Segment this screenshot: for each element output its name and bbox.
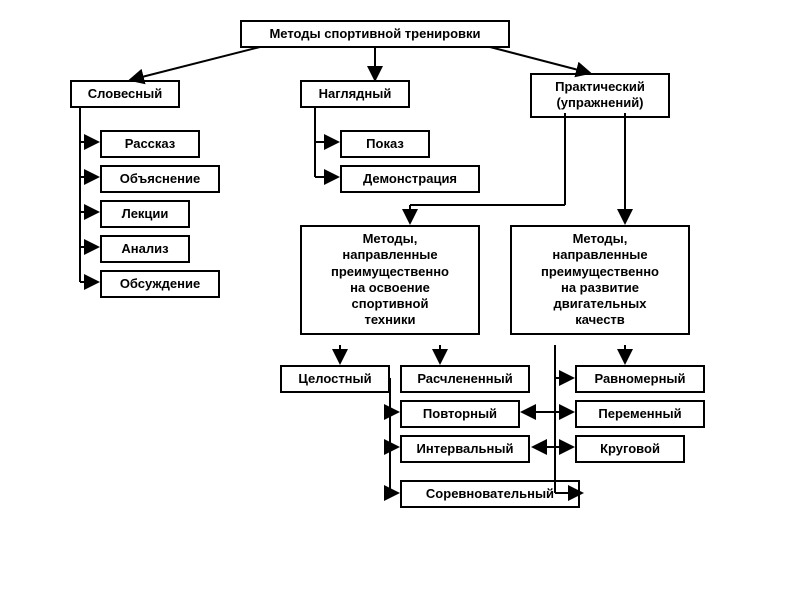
verbal-item-2: Объяснение bbox=[100, 165, 220, 193]
cat-visual: Наглядный bbox=[300, 80, 410, 108]
group-qualities: Методы, направленные преимущественно на … bbox=[510, 225, 690, 335]
cat-verbal: Словесный bbox=[70, 80, 180, 108]
shared-item-2: Интервальный bbox=[400, 435, 530, 463]
shared-item-1: Повторный bbox=[400, 400, 520, 428]
qualities-item-1: Равномерный bbox=[575, 365, 705, 393]
group-technique: Методы, направленные преимущественно на … bbox=[300, 225, 480, 335]
technique-item-2: Расчлененный bbox=[400, 365, 530, 393]
visual-item-1: Показ bbox=[340, 130, 430, 158]
verbal-item-5: Обсуждение bbox=[100, 270, 220, 298]
cat-practical: Практический (упражнений) bbox=[530, 73, 670, 118]
verbal-item-1: Рассказ bbox=[100, 130, 200, 158]
qualities-item-2: Переменный bbox=[575, 400, 705, 428]
verbal-item-3: Лекции bbox=[100, 200, 190, 228]
visual-item-2: Демонстрация bbox=[340, 165, 480, 193]
root-box: Методы спортивной тренировки bbox=[240, 20, 510, 48]
technique-item-1: Целостный bbox=[280, 365, 390, 393]
shared-item-3: Соревновательный bbox=[400, 480, 580, 508]
verbal-item-4: Анализ bbox=[100, 235, 190, 263]
qualities-item-3: Круговой bbox=[575, 435, 685, 463]
